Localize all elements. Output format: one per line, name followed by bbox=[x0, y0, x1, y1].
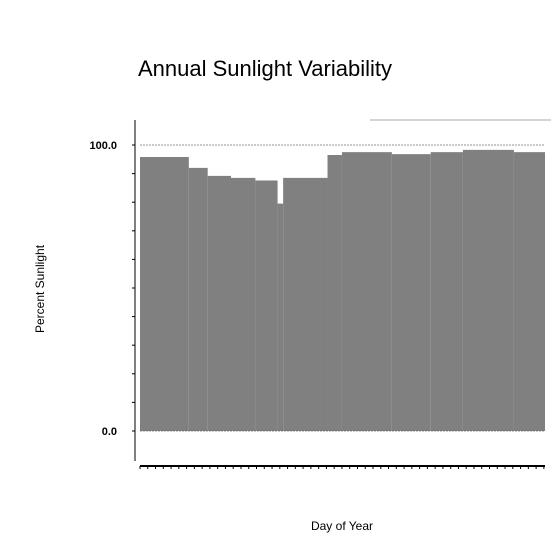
y-tick-label: 100.0 bbox=[89, 140, 117, 152]
area-segment bbox=[188, 167, 208, 431]
area-segment bbox=[462, 149, 514, 431]
area-segment bbox=[327, 155, 342, 431]
area-segment bbox=[277, 203, 284, 431]
area-segment bbox=[341, 152, 392, 431]
area-segment bbox=[513, 152, 545, 431]
y-axis-label: Percent Sunlight bbox=[33, 244, 47, 333]
plot-area: 0.0 100.0 bbox=[89, 120, 545, 469]
area-segment bbox=[255, 180, 278, 431]
area-segment bbox=[140, 157, 189, 431]
area-segment bbox=[430, 152, 463, 431]
chart-title: Annual Sunlight Variability bbox=[138, 56, 392, 81]
x-axis-label: Day of Year bbox=[311, 519, 373, 533]
area-segment bbox=[207, 175, 231, 431]
area-segment bbox=[391, 154, 431, 432]
area-segment bbox=[283, 177, 328, 431]
y-tick-label: 0.0 bbox=[102, 426, 117, 438]
area-segment bbox=[230, 177, 256, 431]
